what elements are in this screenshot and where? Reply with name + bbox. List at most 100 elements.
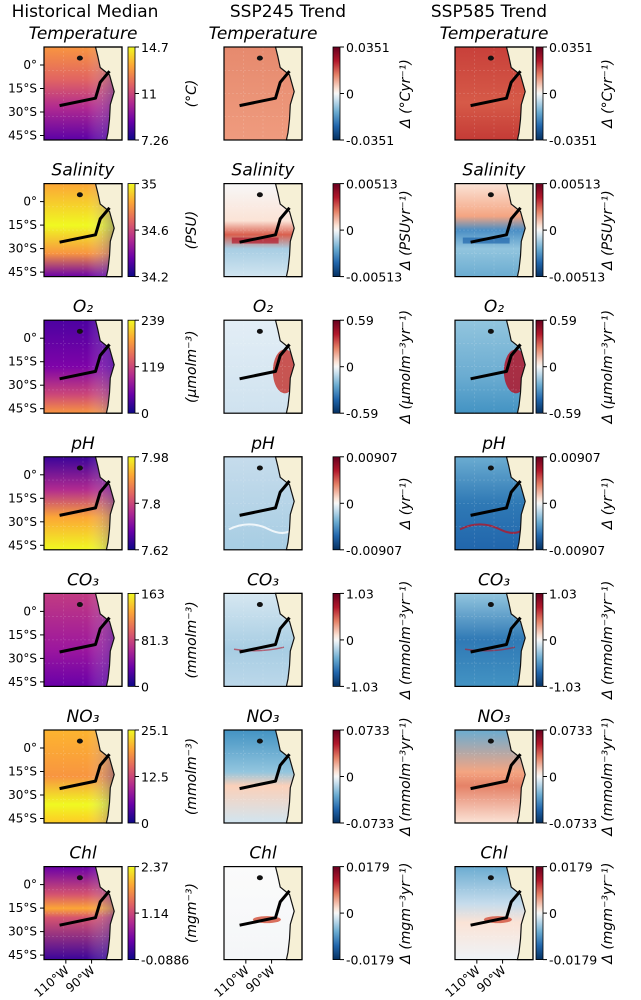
colorbar-units-label: (°C): [184, 80, 200, 108]
colorbar-scale: [127, 866, 136, 960]
colorbar-tick-label: 0.0733: [346, 723, 390, 738]
lat-tick-label: 0°: [23, 195, 37, 209]
colorbar-tick-label: -1.03: [549, 679, 581, 694]
colorbar-units-label: Δ (°Cyr⁻¹): [600, 59, 616, 129]
colorbar-scale: [535, 183, 544, 278]
map-frame: [223, 183, 303, 278]
galapagos-island: [487, 192, 494, 198]
colorbar-tick-label: 7.62: [141, 543, 169, 558]
colorbar-tick-label: 14.7: [141, 40, 169, 55]
colorbar-tick-label: 0: [346, 770, 354, 785]
colorbar-scale: [127, 183, 136, 278]
panel-title: NO₃: [247, 707, 280, 727]
lat-tick-label: 45°S: [8, 538, 37, 552]
colorbar-tick-label: 0.59: [549, 313, 577, 328]
transect-line: [239, 753, 291, 791]
galapagos-island: [487, 738, 494, 744]
colorbar: 0.00907 0 -0.00907 Δ (yr⁻¹): [332, 450, 414, 558]
colorbar: 0.00907 0 -0.00907 Δ (yr⁻¹): [535, 450, 616, 558]
colorbar-tick-label: 1.14: [141, 906, 169, 921]
colorbar-tick-label: 2.37: [141, 860, 169, 875]
galapagos-island: [76, 738, 83, 744]
transect-line: [239, 889, 291, 927]
colorbar-tick-label: -0.59: [549, 406, 581, 421]
colorbar-tick-label: -0.00907: [346, 543, 402, 558]
galapagos-island: [76, 328, 83, 334]
panel-title: Temperature: [440, 24, 549, 44]
map-panel-t245-co3: CO₃ 1.03 0 -1.03 Δ (mmolm⁻³yr⁻¹): [223, 570, 414, 700]
colorbar-tick-label: 0: [549, 360, 557, 375]
colorbar-tick-label: 0: [346, 906, 354, 921]
colorbar-tick-label: -0.0179: [549, 953, 597, 968]
map-panel-hist-ph: pH 7.98 7.8 7.62 0° 15°S 30°S 45°S: [8, 434, 169, 558]
transect-line: [470, 343, 522, 381]
map-panel-t245-o2: O₂ 0.59 0 -0.59 Δ (μmolm⁻³yr⁻¹): [223, 297, 414, 425]
colorbar: 0.59 0 -0.59 Δ (μmolm⁻³yr⁻¹): [535, 310, 616, 425]
salinity-band: [462, 237, 510, 244]
transect-line: [239, 616, 291, 654]
colorbar-tick-label: 119: [141, 360, 165, 375]
panel-title: O₂: [484, 297, 504, 317]
colorbar-tick-label: -0.0733: [549, 816, 597, 831]
lat-tick-label: 30°S: [8, 105, 37, 119]
salinity-band: [231, 237, 279, 244]
galapagos-island: [487, 328, 494, 334]
colorbar-tick-label: 0.0179: [346, 860, 390, 875]
colorbar-scale: [535, 456, 544, 551]
map-panel-hist-s: Salinity 35 34.6 34.2 (PSU) 0° 15°S 30°S 45°S: [8, 161, 200, 285]
lat-tick-label: 30°S: [8, 242, 37, 256]
colorbar-tick-label: 7.8: [141, 496, 161, 511]
colorbar-scale: [127, 729, 136, 824]
colorbar-tick-label: 0.00907: [549, 450, 601, 465]
galapagos-island: [76, 465, 83, 471]
panel-title: CO₃: [478, 570, 510, 590]
map-frame: [43, 183, 123, 278]
colorbar-units-label: Δ (mmolm⁻³yr⁻¹): [600, 581, 616, 700]
lat-tick-label: 15°S: [8, 355, 37, 369]
map-frame: [454, 183, 534, 278]
colorbar-scale: [332, 319, 341, 414]
map-frame: [223, 592, 303, 688]
map-frame: [223, 46, 303, 141]
colorbar-units-label: (μmolm⁻³): [184, 330, 200, 403]
row-t: Temperature14.7117.26(°C)0°15°S30°S45°ST…: [8, 24, 616, 148]
colorbar-units-label: Δ (mmolm⁻³yr⁻¹): [398, 581, 414, 700]
colorbar-tick-label: 0.0351: [549, 40, 593, 55]
panel-title: Salinity: [52, 161, 116, 181]
colorbar-tick-label: -0.0886: [141, 953, 189, 968]
colorbar: 0.0351 0 -0.0351 Δ (°Cyr⁻¹): [332, 40, 414, 148]
map-frame: [43, 729, 123, 824]
map-panel-t585-ph: pH 0.00907 0 -0.00907 Δ (yr⁻¹): [454, 434, 616, 558]
colorbar-scale: [332, 183, 341, 278]
transect-line: [59, 616, 111, 654]
colorbar-tick-label: 0: [346, 496, 354, 511]
colorbar-scale: [127, 593, 136, 687]
co3-feature: [233, 646, 285, 652]
panel-title: pH: [70, 434, 95, 454]
row-o2: O₂ 239 119 0 (μmolm⁻³) 0° 15°S 30°S 45°S O₂ 0.59 0 -…: [8, 297, 616, 424]
colorbar: 163 81.3 0 (mmolm⁻³): [127, 586, 200, 694]
panel-title: NO₃: [67, 707, 100, 727]
colorbar-tick-label: -0.00907: [549, 543, 605, 558]
lat-tick-label: 30°S: [8, 378, 37, 392]
lat-tick-label: 0°: [23, 741, 37, 755]
row-chl: Chl2.371.14-0.0886(mgm⁻³)0°15°S30°S45°SC…: [8, 844, 616, 968]
lat-tick-label: 45°S: [8, 129, 37, 143]
transect-line: [470, 616, 522, 654]
lat-tick-label: 45°S: [8, 675, 37, 689]
colorbar-tick-label: 0: [346, 360, 354, 375]
colorbar-tick-label: 0: [549, 87, 557, 102]
colorbar-tick-label: 0.00513: [346, 177, 398, 192]
lat-tick-label: 30°S: [8, 515, 37, 529]
colorbar-tick-label: -0.00513: [549, 270, 605, 285]
column-title-t585: SSP585 Trend: [431, 2, 547, 22]
transect-line: [59, 70, 111, 108]
colorbar-tick-label: 0: [141, 816, 149, 831]
lon-tick-label: 90°W: [63, 963, 97, 995]
map-frame: [223, 729, 303, 824]
colorbar-tick-label: 35: [141, 177, 157, 192]
